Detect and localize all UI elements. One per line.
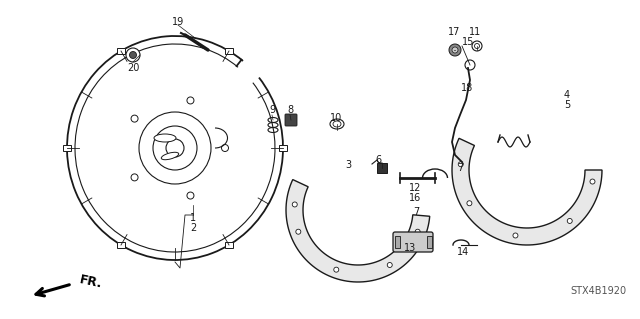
Circle shape bbox=[131, 115, 138, 122]
Circle shape bbox=[465, 60, 475, 70]
Circle shape bbox=[166, 139, 184, 157]
Circle shape bbox=[449, 44, 461, 56]
FancyBboxPatch shape bbox=[393, 232, 433, 252]
Circle shape bbox=[415, 229, 420, 234]
Text: 10: 10 bbox=[330, 113, 342, 123]
Text: 7: 7 bbox=[457, 163, 463, 173]
Polygon shape bbox=[452, 138, 602, 245]
FancyBboxPatch shape bbox=[285, 114, 297, 126]
FancyBboxPatch shape bbox=[427, 236, 432, 248]
FancyBboxPatch shape bbox=[117, 242, 125, 248]
Ellipse shape bbox=[161, 152, 179, 160]
Circle shape bbox=[334, 267, 339, 272]
Text: 14: 14 bbox=[457, 247, 469, 257]
Text: 18: 18 bbox=[461, 83, 473, 93]
Text: 6: 6 bbox=[375, 155, 381, 165]
Text: 16: 16 bbox=[409, 193, 421, 203]
Text: 1: 1 bbox=[190, 213, 196, 223]
Text: 2: 2 bbox=[190, 223, 196, 233]
Text: 11: 11 bbox=[469, 27, 481, 37]
Text: 17: 17 bbox=[448, 27, 460, 37]
Text: 13: 13 bbox=[404, 243, 416, 253]
Circle shape bbox=[513, 233, 518, 238]
Circle shape bbox=[452, 47, 458, 53]
Text: 15: 15 bbox=[462, 37, 474, 47]
Circle shape bbox=[567, 219, 572, 223]
Circle shape bbox=[296, 229, 301, 234]
Text: 9: 9 bbox=[269, 105, 275, 115]
Text: 7: 7 bbox=[413, 207, 419, 217]
Text: STX4B1920: STX4B1920 bbox=[570, 286, 626, 296]
FancyBboxPatch shape bbox=[225, 48, 233, 54]
FancyBboxPatch shape bbox=[225, 242, 233, 248]
Text: 3: 3 bbox=[345, 160, 351, 170]
Circle shape bbox=[458, 162, 463, 167]
Circle shape bbox=[131, 174, 138, 181]
Circle shape bbox=[221, 145, 228, 152]
Circle shape bbox=[126, 48, 140, 62]
Polygon shape bbox=[286, 180, 429, 282]
FancyBboxPatch shape bbox=[63, 145, 71, 151]
Circle shape bbox=[292, 202, 297, 207]
Circle shape bbox=[187, 192, 194, 199]
Circle shape bbox=[129, 51, 136, 58]
Circle shape bbox=[467, 201, 472, 206]
Text: 20: 20 bbox=[127, 63, 139, 73]
FancyBboxPatch shape bbox=[377, 163, 387, 173]
FancyBboxPatch shape bbox=[117, 48, 125, 54]
Ellipse shape bbox=[330, 119, 344, 129]
Circle shape bbox=[590, 179, 595, 184]
Text: 5: 5 bbox=[564, 100, 570, 110]
Text: 19: 19 bbox=[172, 17, 184, 27]
Text: 12: 12 bbox=[409, 183, 421, 193]
Text: 4: 4 bbox=[564, 90, 570, 100]
Circle shape bbox=[187, 97, 194, 104]
Ellipse shape bbox=[154, 134, 176, 142]
Circle shape bbox=[472, 41, 482, 51]
Text: FR.: FR. bbox=[78, 273, 103, 291]
Text: 8: 8 bbox=[287, 105, 293, 115]
FancyBboxPatch shape bbox=[395, 236, 400, 248]
FancyBboxPatch shape bbox=[279, 145, 287, 151]
Circle shape bbox=[387, 263, 392, 268]
